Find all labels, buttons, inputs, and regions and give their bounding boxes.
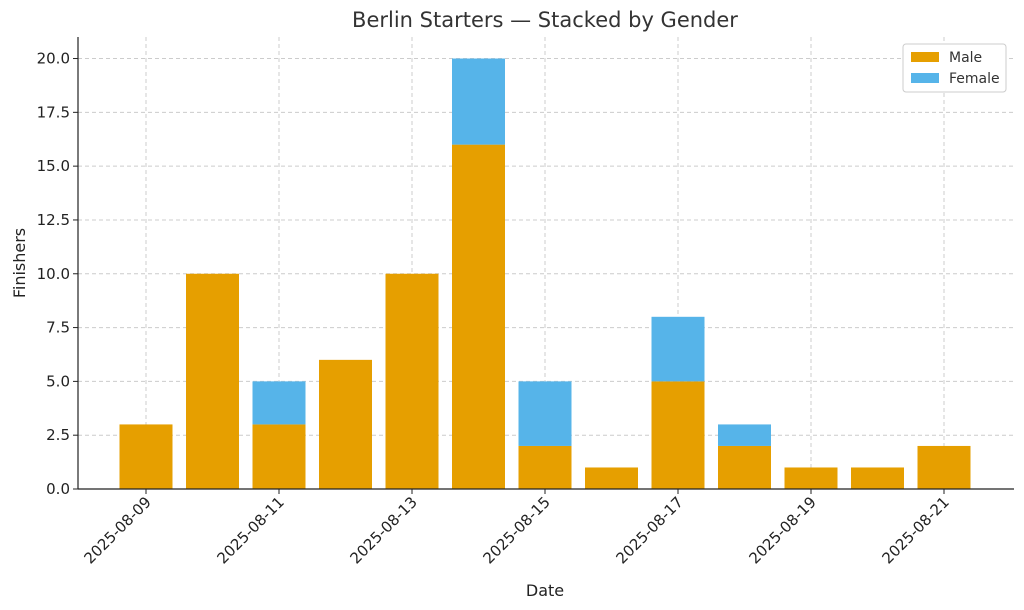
bar-male [119,424,173,489]
bars [119,58,971,489]
x-tick-label: 2025-08-09 [80,493,154,567]
bar-male [452,144,505,489]
bar-male [651,381,705,489]
bar-male [385,273,439,489]
y-tick-label: 7.5 [46,319,70,337]
y-tick-label: 5.0 [46,372,70,390]
x-tick-label: 2025-08-15 [479,493,553,567]
bar-male [186,273,239,489]
bar-male [319,359,372,489]
y-tick-label: 15.0 [37,157,70,175]
bar-female [718,424,771,446]
bar-male [851,467,904,489]
legend: Male Female [902,43,1007,93]
bar-female [651,316,705,382]
y-ticks: 0.0 2.5 5.0 7.5 10.0 12.5 15.0 17.5 20.0 [37,50,78,498]
y-tick-label: 0.0 [46,480,70,498]
x-tick-label: 2025-08-17 [612,493,686,567]
x-tick-label: 2025-08-21 [878,493,952,567]
y-axis-label: Finishers [10,228,29,298]
bar-male [252,424,306,489]
y-tick-label: 2.5 [46,426,70,444]
bar-male [784,467,838,489]
bar-female [452,58,505,145]
bar-male [917,445,971,489]
x-tick-label: 2025-08-13 [346,493,420,567]
legend-swatch-female [911,73,939,83]
y-tick-label: 12.5 [37,211,70,229]
legend-label-male: Male [949,50,982,66]
bar-male [585,467,638,489]
bar-male [518,445,572,489]
legend-label-female: Female [949,71,1000,87]
x-axis-label: Date [526,581,564,600]
x-ticks: 2025-08-09 2025-08-11 2025-08-13 2025-08-15… [80,489,953,567]
chart-title: Berlin Starters — Stacked by Gender [352,8,738,32]
x-tick-label: 2025-08-19 [745,493,819,567]
y-tick-label: 20.0 [37,50,70,68]
bar-female [518,381,572,446]
y-tick-label: 10.0 [37,265,70,283]
bar-female [252,381,306,425]
legend-swatch-male [911,52,939,62]
y-tick-label: 17.5 [37,103,70,121]
x-tick-label: 2025-08-11 [213,493,287,567]
bar-male [718,445,771,489]
